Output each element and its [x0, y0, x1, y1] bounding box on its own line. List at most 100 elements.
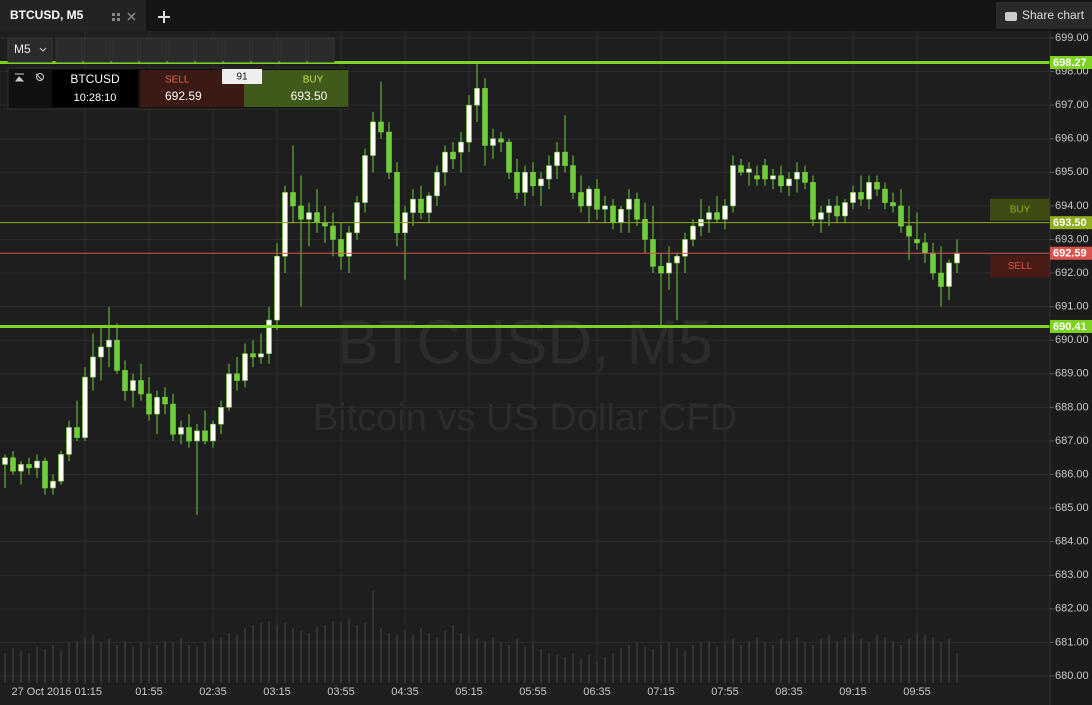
candle-body [450, 151, 456, 160]
volume-bar [140, 643, 142, 683]
candle-body [858, 192, 864, 200]
tool-button[interactable] [223, 37, 251, 63]
volume-bar [148, 648, 150, 683]
volume-bar [68, 643, 70, 683]
candle-body [194, 430, 200, 442]
volume-bar [108, 639, 110, 683]
candle-body [386, 131, 392, 173]
volume-bar [756, 637, 758, 683]
level-price-tag [1050, 319, 1092, 333]
level-price-tag [1050, 246, 1092, 260]
buy-label: BUY [303, 75, 324, 86]
volume-bar [276, 625, 278, 683]
y-tick-label: 690.00 [1055, 334, 1089, 346]
clock: 10:28:10 [74, 92, 117, 104]
volume-bar [132, 647, 134, 683]
symbol: BTCUSD [70, 72, 120, 86]
volume-bar [868, 643, 870, 683]
volume-bar [92, 635, 94, 683]
candle-body [730, 165, 736, 207]
tool-button[interactable] [279, 37, 307, 63]
candle-body [538, 178, 544, 187]
volume-bar [684, 651, 686, 683]
candle-body [10, 457, 16, 472]
candle-body [58, 454, 64, 482]
candle-body [594, 188, 600, 210]
tool-button[interactable] [167, 37, 195, 63]
candle-body [394, 172, 400, 234]
volume-bar [388, 633, 390, 683]
search-icon[interactable] [36, 73, 44, 81]
candle-body [562, 151, 568, 166]
y-tick-label: 699.00 [1055, 32, 1089, 44]
volume-bar [180, 638, 182, 683]
candle-body [290, 192, 296, 207]
x-tick-label: 03:55 [327, 686, 355, 698]
x-tick-label: 01:55 [135, 686, 163, 698]
volume-bar [708, 641, 710, 683]
candle-body [874, 182, 880, 190]
tool-button[interactable] [83, 37, 111, 63]
x-tick-label: 05:55 [519, 686, 547, 698]
volume-bar [916, 633, 918, 683]
volume-bar [772, 645, 774, 683]
spread: 91 [236, 72, 248, 83]
volume-bar [76, 641, 78, 683]
candle-body [530, 172, 536, 187]
candle-body [346, 232, 352, 257]
candle-body [658, 266, 664, 274]
volume-bar [812, 645, 814, 683]
y-tick-label: 680.00 [1055, 670, 1089, 682]
candle-body [770, 175, 776, 180]
volume-bar [876, 635, 878, 683]
y-tick-label: 683.00 [1055, 569, 1089, 581]
tool-button[interactable] [195, 37, 223, 63]
volume-bar [412, 635, 414, 683]
volume-bar [692, 645, 694, 683]
volume-bar [100, 643, 102, 683]
candle-body [618, 208, 624, 223]
level-price: 690.41 [1053, 321, 1087, 333]
tab[interactable] [0, 0, 146, 31]
volume-bar [548, 653, 550, 683]
tool-button[interactable] [55, 37, 83, 63]
volume-bar [380, 628, 382, 683]
close-tab[interactable] [127, 12, 136, 21]
candle-body [138, 380, 144, 395]
volume-bar [516, 639, 518, 683]
candle-body [922, 242, 928, 254]
candle-body [602, 205, 608, 210]
tool-button[interactable] [139, 37, 167, 63]
candle-body [634, 198, 640, 220]
candle-body [866, 182, 872, 200]
volume-bar [252, 625, 254, 683]
candle-body [330, 225, 336, 240]
candle-body [410, 198, 416, 213]
candle-body [882, 188, 888, 203]
volume-bar [316, 627, 318, 683]
volume-bar [220, 637, 222, 683]
candle-body [130, 380, 136, 391]
tool-button[interactable] [111, 37, 139, 63]
candle-body [706, 212, 712, 220]
volume-bar [300, 631, 302, 683]
tool-button[interactable] [251, 37, 279, 63]
candle-body [298, 205, 304, 220]
candle-body [306, 212, 312, 220]
volume-bar [4, 653, 6, 683]
volume-bar [12, 648, 14, 683]
add-tab[interactable] [158, 11, 170, 23]
candle-body [474, 88, 480, 106]
candle-body [610, 205, 616, 223]
volume-bar [828, 635, 830, 683]
candle-body [82, 376, 88, 438]
candle-body [106, 339, 112, 348]
candle-body [170, 403, 176, 435]
volume-bar [292, 628, 294, 683]
candle-body [226, 373, 232, 408]
dropdown-icon [39, 47, 47, 52]
tool-button[interactable] [307, 37, 335, 63]
watermark: Bitcoin vs US Dollar CFD [313, 397, 737, 439]
volume-bar [644, 647, 646, 683]
candle-body [626, 198, 632, 210]
